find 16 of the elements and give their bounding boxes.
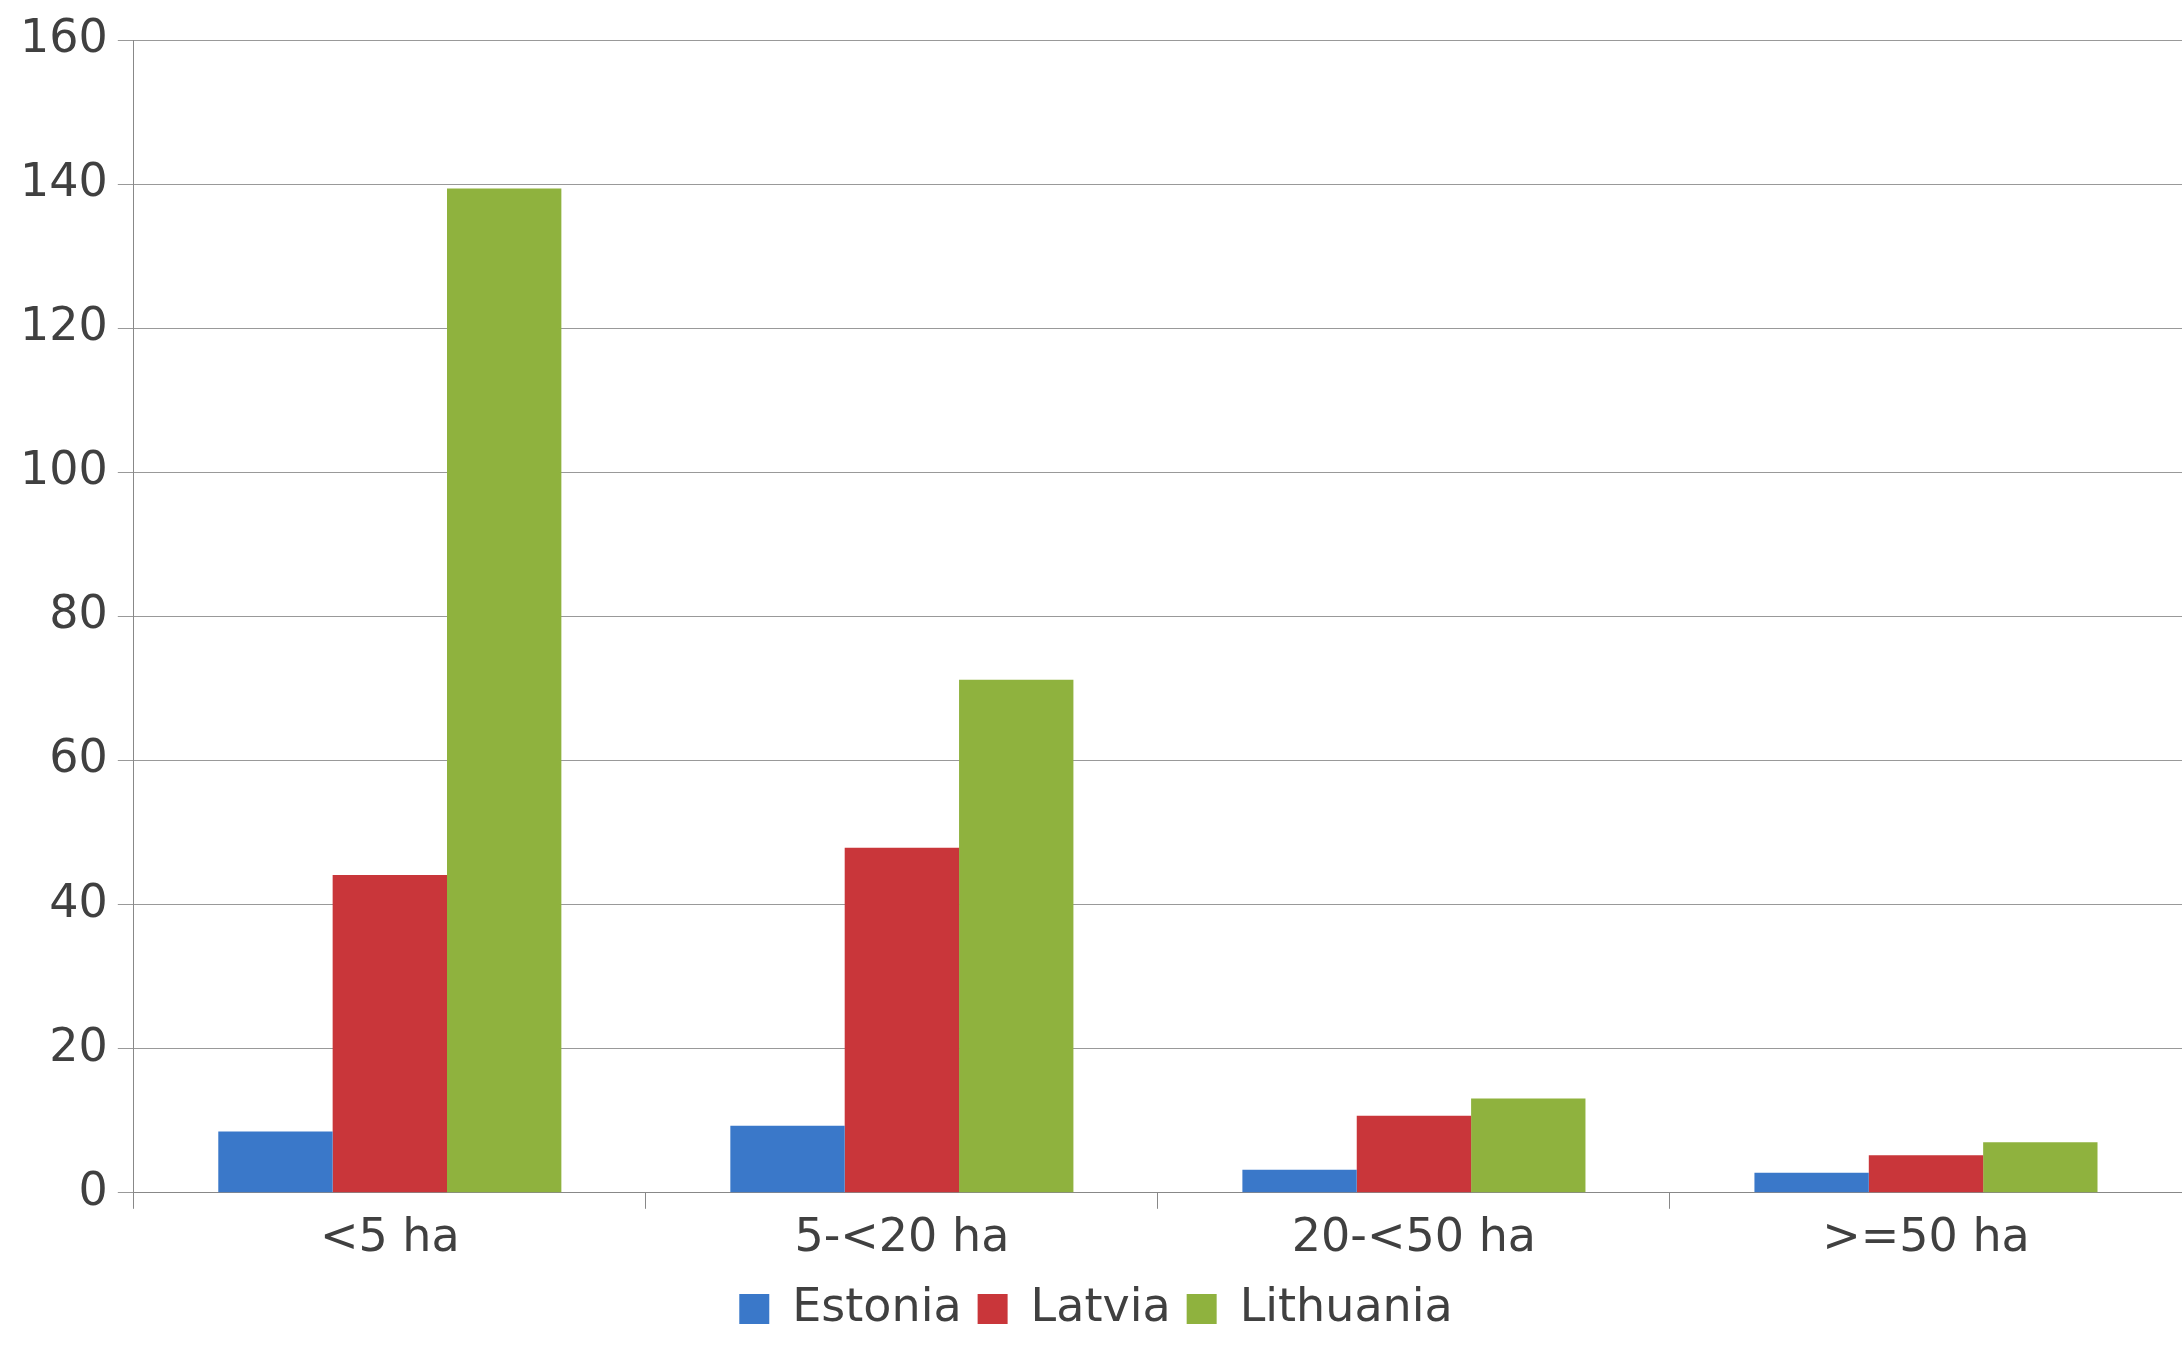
y-tick-label: 20 bbox=[49, 1017, 108, 1072]
x-tick-label: <5 ha bbox=[319, 1208, 460, 1263]
legend-label: Latvia bbox=[1030, 1277, 1171, 1332]
y-tick-label: 60 bbox=[49, 729, 108, 784]
legend-label: Estonia bbox=[792, 1277, 962, 1332]
y-tick-label: 40 bbox=[49, 873, 108, 928]
y-tick-label: 160 bbox=[19, 8, 108, 63]
legend-label: Lithuania bbox=[1239, 1277, 1453, 1332]
y-tick-label: 100 bbox=[19, 441, 108, 496]
y-tick-label: 0 bbox=[78, 1161, 108, 1216]
y-tick-label: 80 bbox=[49, 585, 108, 640]
y-tick-label: 120 bbox=[19, 297, 108, 352]
x-tick-label: 20-<50 ha bbox=[1291, 1208, 1537, 1263]
y-tick-label: 140 bbox=[19, 153, 108, 208]
x-tick-label: >=50 ha bbox=[1822, 1208, 2030, 1263]
x-tick-label: 5-<20 ha bbox=[794, 1208, 1010, 1263]
